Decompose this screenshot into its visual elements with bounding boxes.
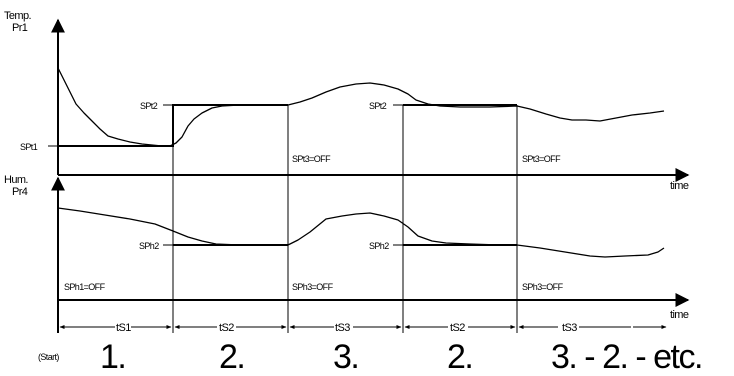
humidity-axis-label: Hum. — [4, 174, 28, 186]
temperature-axis-label: Temp. — [4, 10, 31, 22]
temperature-axis-sublabel: Pr1 — [12, 22, 28, 34]
spt2-label-second: SPt2 — [369, 101, 387, 111]
temperature-time-label: time — [670, 180, 689, 192]
segment-1-label: tS1 — [116, 322, 131, 334]
phase-numbers: (Start) 1. 2. 3. 2. 3. - 2. - etc. — [38, 338, 703, 376]
sph2-label-second: SPh2 — [369, 241, 389, 251]
segment-3-label: tS3 — [335, 322, 350, 334]
phase-number-1: 1. — [100, 338, 125, 376]
spt2-label-first: SPt2 — [140, 101, 158, 111]
temperature-chart: Temp. Pr1 time SPt1 SPt2 SPt2 SPt3=OFF S… — [4, 10, 689, 192]
spt1-label: SPt1 — [20, 142, 38, 152]
spt3-off-label-second: SPt3=OFF — [522, 154, 561, 164]
spt3-off-label-first: SPt3=OFF — [292, 154, 331, 164]
segment-4-label: tS2 — [450, 322, 465, 334]
sph2-label-first: SPh2 — [139, 241, 159, 251]
humidity-chart: Hum. Pr4 time SPh2 SPh2 SPh1=OFF SPh3=OF… — [4, 174, 689, 333]
phase-number-4: 2. — [447, 338, 472, 376]
phase-number-2: 2. — [219, 338, 244, 376]
humidity-time-label: time — [670, 309, 689, 321]
segment-2-label: tS2 — [219, 322, 234, 334]
temperature-process-curve — [57, 67, 665, 147]
sph3-off-label-second: SPh3=OFF — [522, 282, 564, 292]
segment-5-label: tS3 — [562, 322, 577, 334]
phase-timeline: tS1 tS2 tS3 tS2 tS3 — [59, 322, 667, 334]
sph3-off-label-first: SPh3=OFF — [292, 282, 334, 292]
phase-number-3: 3. — [333, 338, 358, 376]
temperature-setpoint-line-1 — [58, 104, 288, 147]
phase-boundary-lines — [172, 105, 518, 333]
start-label: (Start) — [38, 352, 59, 362]
phase-number-5: 3. - 2. - etc. — [551, 338, 702, 376]
sph1-off-label: SPh1=OFF — [64, 282, 106, 292]
humidity-process-curve — [57, 207, 665, 258]
humidity-axis-sublabel: Pr4 — [12, 186, 28, 198]
